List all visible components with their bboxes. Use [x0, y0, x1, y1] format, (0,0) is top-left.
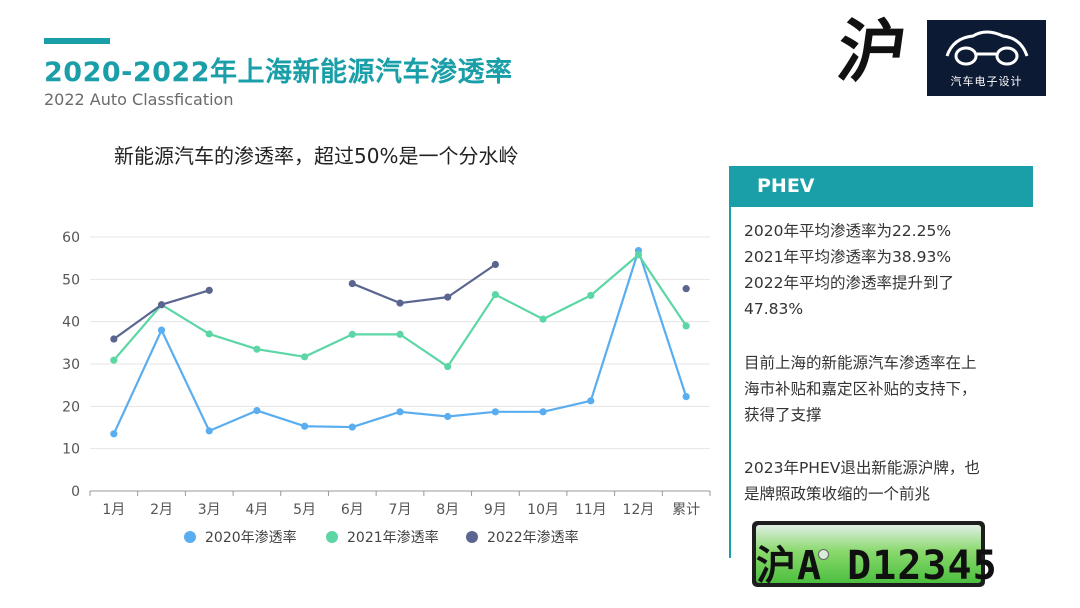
y-tick-label: 20: [62, 399, 80, 415]
page-subtitle: 2022 Auto Classfication: [44, 90, 234, 109]
legend-label: 2022年渗透率: [487, 529, 579, 546]
x-tick-label: 5月: [293, 502, 316, 518]
license-plate-text: 沪A D12345: [756, 543, 998, 589]
side-panel-divider: [729, 166, 731, 558]
data-point: [444, 362, 452, 371]
data-point: [587, 291, 595, 300]
data-point: [444, 293, 452, 301]
data-point: [491, 290, 499, 299]
data-point: [157, 301, 166, 309]
legend-marker: [326, 531, 338, 543]
data-point: [253, 406, 261, 415]
x-tick-label: 11月: [575, 502, 607, 518]
data-point: [396, 408, 404, 416]
stat-line-2021: 2021年平均渗透率为38.93%: [744, 248, 952, 266]
brand-logo: 汽车电子设计: [927, 20, 1046, 96]
data-point: [110, 430, 118, 438]
logo-text: 汽车电子设计: [950, 75, 1023, 88]
x-tick-label: 10月: [527, 502, 559, 518]
data-point: [396, 330, 404, 338]
y-tick-label: 60: [62, 230, 80, 246]
data-point: [110, 335, 118, 343]
legend-label: 2021年渗透率: [347, 529, 439, 546]
x-tick-label: 8月: [436, 502, 459, 518]
data-point: [539, 315, 547, 323]
x-tick-label: 累计: [672, 502, 700, 518]
y-tick-label: 40: [62, 315, 80, 331]
license-plate-image: 沪A D12345: [752, 521, 997, 589]
data-point: [348, 330, 356, 338]
y-tick-label: 50: [62, 272, 80, 288]
series-line: [113, 253, 688, 368]
line-chart: 0 10 20 30 40 50 60 1月 2月 3月 4月 5月 6月 7月 8月 9月 10月 11月 12月…: [62, 230, 711, 546]
stat-line-2022-value: 47.83%: [744, 300, 804, 318]
legend-label: 2020年渗透率: [205, 529, 297, 546]
y-tick-label: 30: [62, 357, 80, 373]
legend-marker: [184, 531, 196, 543]
phev-label: PHEV: [757, 175, 815, 197]
policy-text-line-2: 是牌照政策收缩的一个前兆: [744, 485, 931, 503]
phev-header: PHEV: [729, 166, 1033, 207]
x-tick-label: 2月: [150, 502, 173, 518]
data-point: [205, 286, 213, 294]
y-tick-label: 10: [62, 442, 80, 458]
legend-marker: [466, 531, 478, 543]
data-point: [491, 408, 499, 416]
subsidy-text-line-1: 目前上海的新能源汽车渗透率在上: [744, 354, 977, 372]
x-tick-label: 9月: [484, 502, 507, 518]
series-line: [351, 263, 497, 305]
data-point: [301, 353, 309, 361]
plate-rivet-icon: [818, 549, 829, 560]
x-tick-label: 4月: [245, 502, 268, 518]
data-point: [634, 251, 643, 259]
car-outline-icon: [945, 30, 1029, 66]
stat-line-2022: 2022年平均的渗透率提升到了: [744, 274, 954, 292]
data-point: [539, 408, 547, 416]
data-point: [205, 330, 213, 338]
data-point: [348, 423, 356, 431]
x-tick-label: 7月: [389, 502, 412, 518]
calligraphy-character: 沪: [832, 12, 912, 92]
x-tick-label: 12月: [623, 502, 655, 518]
data-point: [587, 397, 595, 405]
data-point: [253, 345, 261, 353]
data-point: [110, 356, 118, 364]
data-point: [301, 422, 309, 430]
x-tick-label: 6月: [341, 502, 364, 518]
chart-heading: 新能源汽车的渗透率，超过50%是一个分水岭: [114, 144, 519, 168]
data-point: [682, 322, 690, 330]
data-point: [682, 285, 690, 293]
y-tick-label: 0: [71, 484, 80, 500]
page-title: 2020-2022年上海新能源汽车渗透率: [44, 57, 513, 88]
stat-line-2020: 2020年平均渗透率为22.25%: [744, 222, 952, 240]
data-point: [491, 260, 499, 269]
subsidy-text-line-3: 获得了支撑: [744, 406, 822, 424]
x-tick-label: 3月: [198, 502, 221, 518]
data-point: [444, 412, 452, 421]
x-tick-label: 1月: [102, 502, 125, 518]
data-point: [396, 299, 404, 307]
data-point: [348, 279, 356, 288]
title-accent-bar: [44, 38, 110, 44]
data-point: [682, 392, 690, 401]
subsidy-text-line-2: 海市补贴和嘉定区补贴的支持下，: [744, 380, 977, 398]
policy-text-line-1: 2023年PHEV退出新能源沪牌，也: [744, 459, 980, 477]
data-point: [205, 427, 213, 435]
data-point: [157, 326, 166, 334]
